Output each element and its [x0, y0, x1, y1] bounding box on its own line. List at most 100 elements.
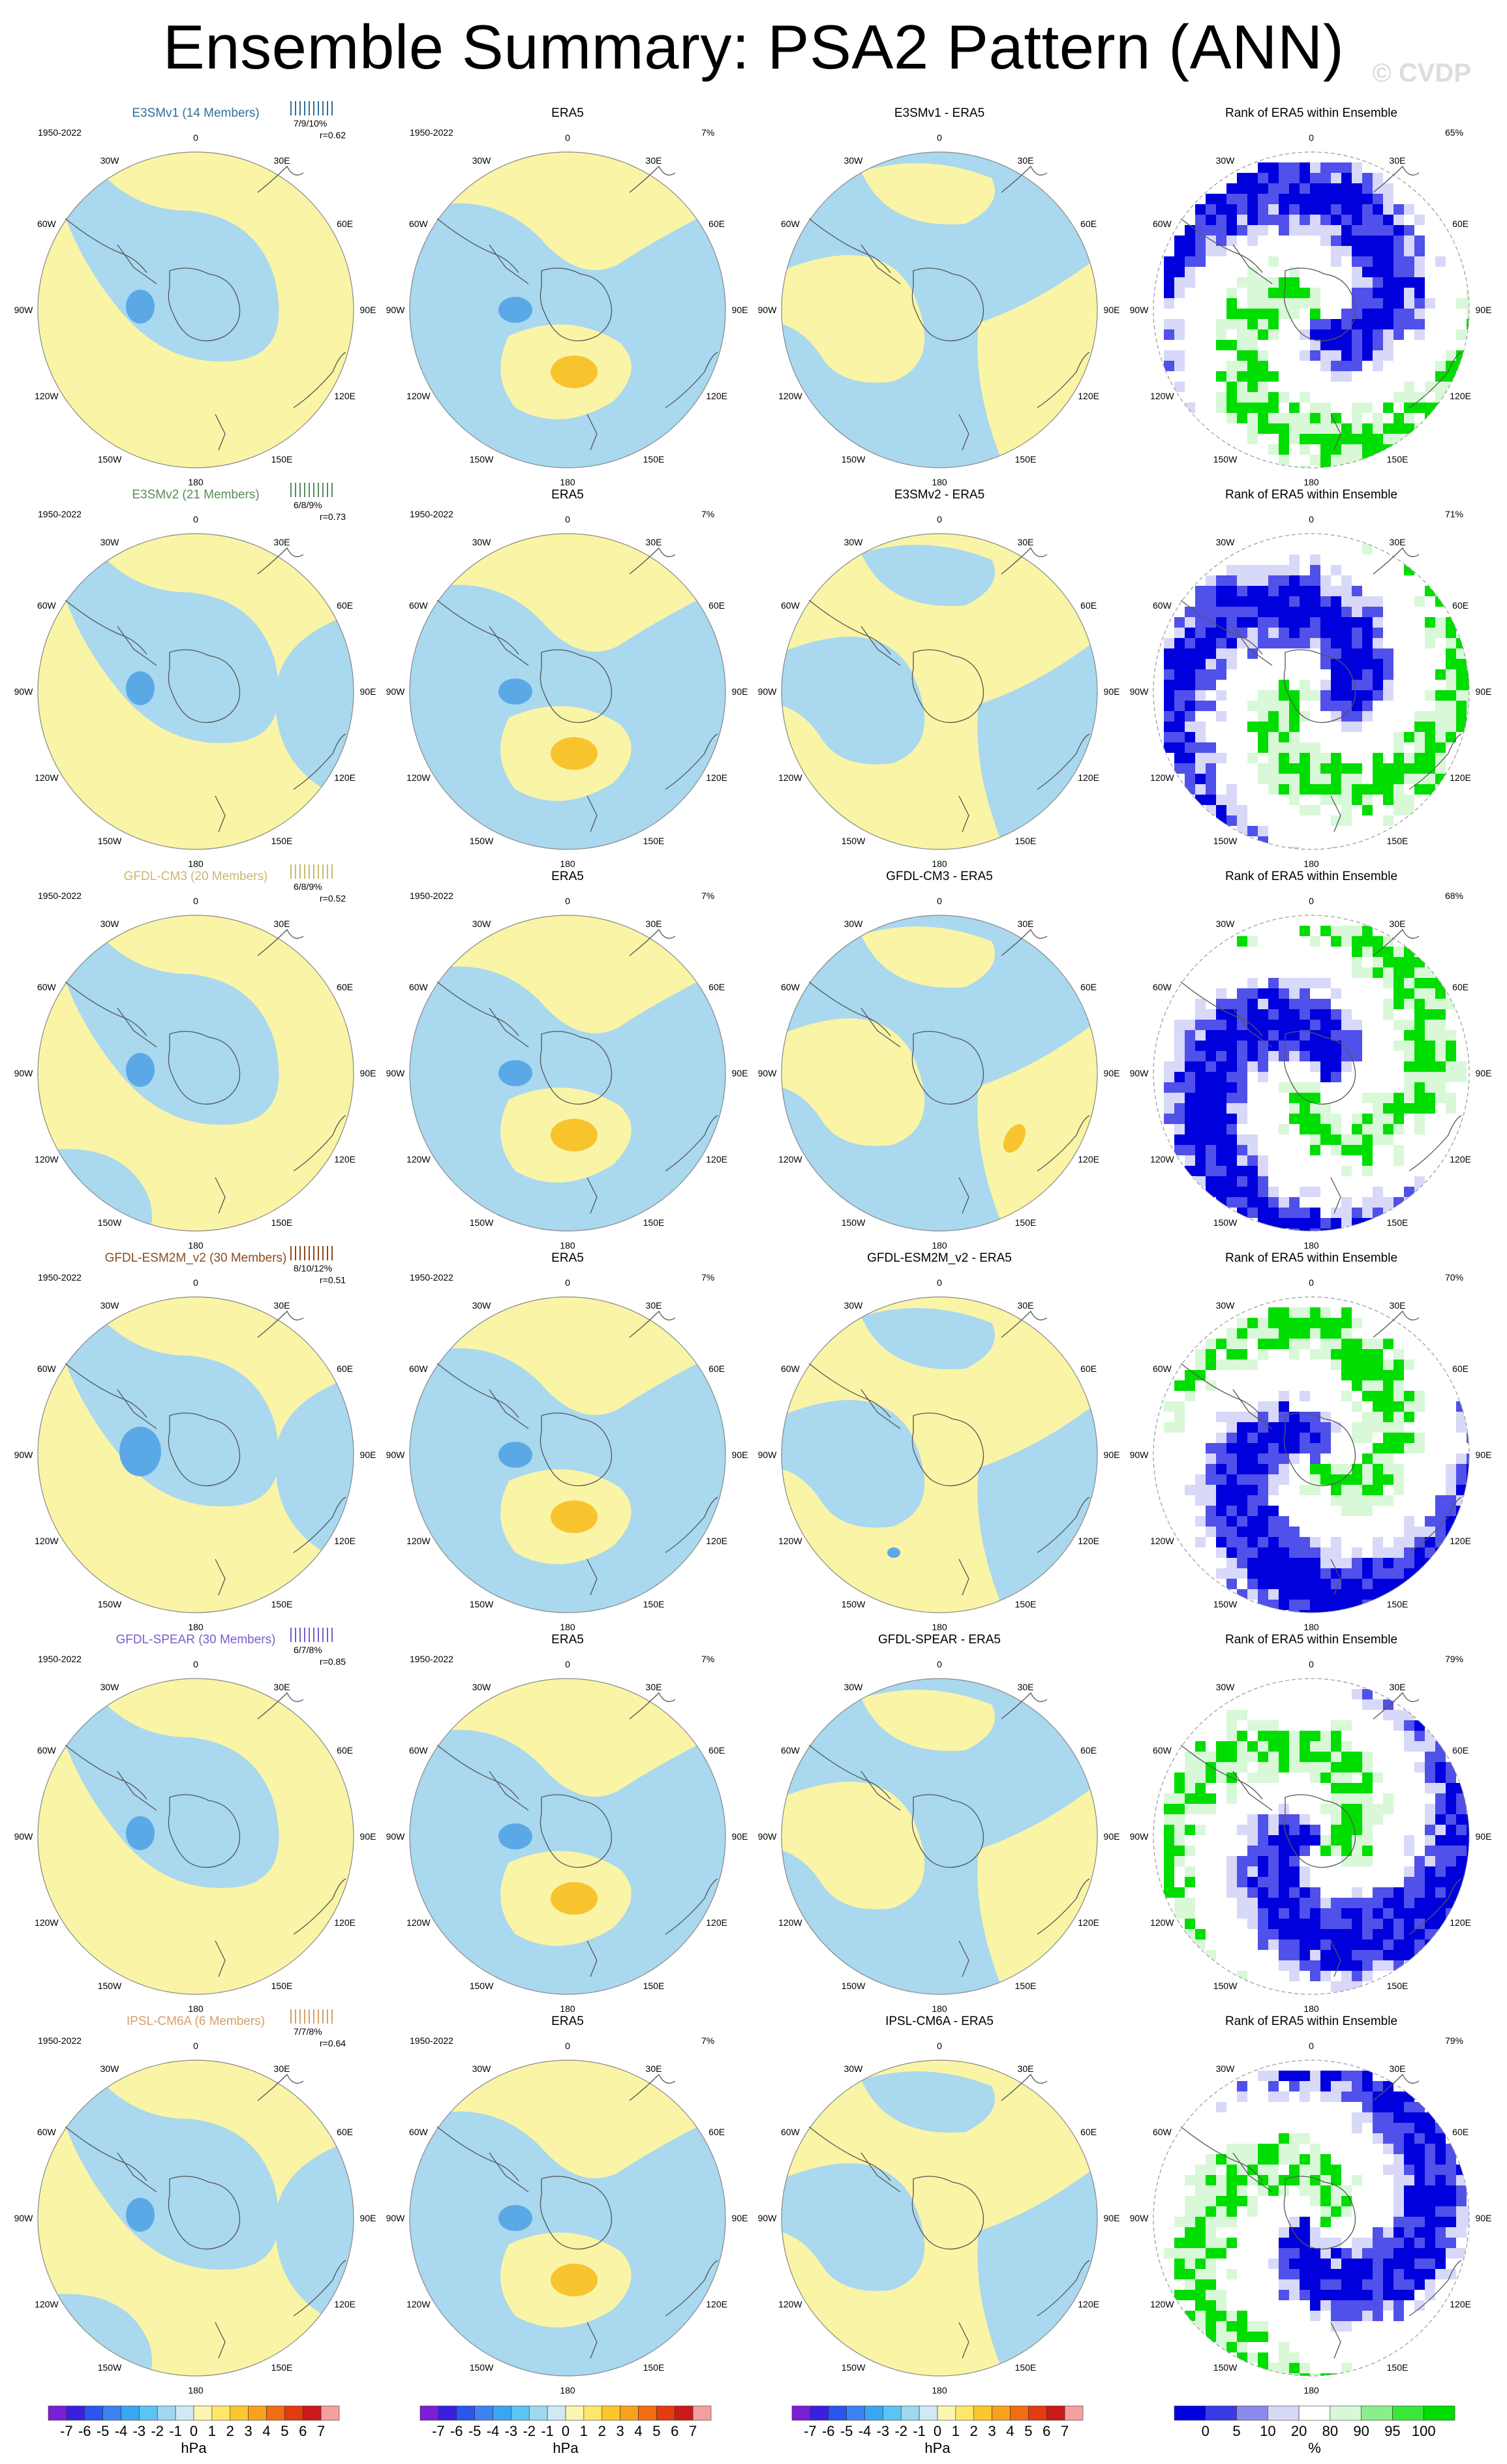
lon-label: 0	[193, 1277, 198, 1288]
lon-label: 90W	[386, 2213, 405, 2223]
lon-label: 120E	[1450, 2299, 1471, 2309]
lon-label: 60W	[408, 2127, 428, 2137]
rank-map	[1153, 915, 1470, 1232]
lon-label: 120E	[334, 1536, 356, 1546]
obs-pct-label: 7%	[701, 1654, 715, 1664]
lon-label: 90W	[1129, 1450, 1149, 1460]
colorbar-tick-label: 3	[616, 2423, 624, 2439]
period-label: 1950-2022	[38, 509, 82, 519]
lon-label: 60W	[1152, 982, 1172, 992]
difference-map	[781, 151, 1098, 468]
period-label: 1950-2022	[38, 127, 82, 138]
rank-title: Rank of ERA5 within Ensemble	[1225, 2015, 1398, 2028]
difference-title: IPSL-CM6A - ERA5	[885, 2015, 994, 2028]
colorbar-tick-label: 7	[689, 2423, 697, 2439]
lon-label: 150W	[841, 1598, 866, 1609]
lon-label: 120W	[778, 1154, 802, 1164]
lon-label: 30W	[100, 2063, 119, 2075]
lon-label: 150E	[643, 2362, 665, 2373]
corr-label: r=0.51	[320, 1275, 346, 1285]
lon-label: 30W	[1215, 537, 1235, 548]
corr-label: r=0.85	[320, 1656, 346, 1667]
lon-label: 90E	[359, 1450, 376, 1460]
colorbar-tick-label: -4	[858, 2423, 872, 2439]
lon-label: 180	[932, 1622, 947, 1632]
lon-label: 60E	[1080, 982, 1097, 992]
lon-label: 0	[565, 1277, 570, 1288]
lon-label: 150E	[643, 1598, 665, 1609]
obs-pct-label: 7%	[701, 127, 715, 138]
lon-label: 30E	[1017, 155, 1034, 166]
lon-label: 60W	[780, 982, 800, 992]
lon-label: 90W	[757, 1068, 777, 1078]
lon-label: 60W	[37, 1363, 56, 1374]
rank-pct-label: 65%	[1445, 127, 1464, 138]
lon-label: 120E	[706, 2299, 727, 2309]
lon-label: 60W	[408, 982, 428, 992]
colorbar-tick-label: -1	[169, 2423, 182, 2439]
colorbar-tick-label: 5	[281, 2423, 289, 2439]
model-title: GFDL-SPEAR (30 Members)	[115, 1633, 276, 1647]
lon-label: 120W	[35, 1917, 59, 1928]
lon-label: 60W	[1152, 600, 1172, 611]
model-title: E3SMv1 (14 Members)	[132, 106, 260, 120]
colorbar-tick-label: 6	[1043, 2423, 1051, 2439]
lon-label: 120E	[334, 1917, 356, 1928]
lon-label: 60E	[708, 1363, 725, 1374]
lon-label: 120E	[1450, 391, 1471, 401]
lon-label: 60W	[408, 1745, 428, 1756]
model-pattern-map	[37, 2060, 354, 2377]
lon-label: 90W	[757, 305, 777, 315]
lon-label: 150E	[271, 835, 293, 846]
pct-label: 6/8/9%	[294, 881, 322, 892]
lon-label: 30E	[1389, 919, 1406, 930]
rank-map	[1153, 1678, 1470, 1995]
lon-label: 60W	[780, 600, 800, 611]
lon-label: 150W	[469, 1598, 494, 1609]
lon-label: 120E	[1078, 2299, 1099, 2309]
lon-label: 90W	[14, 1068, 33, 1078]
difference-title: GFDL-SPEAR - ERA5	[878, 1633, 1001, 1647]
lon-label: 90E	[1103, 1450, 1120, 1460]
lon-label: 60W	[37, 600, 56, 611]
lon-label: 90E	[1103, 686, 1120, 697]
lon-label: 90W	[14, 686, 33, 697]
lon-label: 120E	[1078, 772, 1099, 783]
lon-label: 60W	[1152, 1745, 1172, 1756]
lon-label: 30E	[273, 919, 290, 930]
lon-label: 30W	[844, 155, 863, 166]
colorbar-tick-label: 0	[1201, 2423, 1210, 2439]
colorbar-tick-label: 1	[579, 2423, 588, 2439]
lon-label: 90E	[1475, 1450, 1492, 1460]
credit-watermark: © CVDP	[1372, 59, 1471, 87]
lon-label: 60E	[1452, 600, 1469, 611]
model-pattern-map	[37, 1678, 354, 1995]
obs-pct-label: 7%	[701, 509, 715, 519]
lon-label: 30E	[645, 919, 662, 930]
lon-label: 150E	[1386, 453, 1408, 464]
lon-label: 30W	[100, 1300, 119, 1311]
lon-label: 120W	[778, 391, 802, 401]
lon-label: 150E	[1014, 453, 1037, 464]
lon-label: 0	[565, 2041, 570, 2051]
lon-label: 30W	[1215, 2063, 1235, 2075]
obs-title: ERA5	[551, 1251, 584, 1265]
lon-label: 150E	[1014, 2362, 1037, 2373]
period-label: 1950-2022	[38, 1654, 82, 1664]
lon-label: 150E	[1386, 1217, 1408, 1228]
lon-label: 30W	[1215, 919, 1235, 930]
lon-label: 150E	[271, 1217, 293, 1228]
rank-pct-label: 68%	[1445, 890, 1464, 901]
lon-label: 90E	[359, 1068, 376, 1078]
model-title: GFDL-CM3 (20 Members)	[123, 870, 268, 883]
lon-label: 180	[560, 859, 575, 869]
period-label: 1950-2022	[410, 890, 453, 901]
colorbar-tick-label: 100	[1411, 2423, 1436, 2439]
era5-pattern-map	[409, 151, 726, 468]
era5-pattern-map	[409, 1678, 726, 1995]
lon-label: 30W	[472, 2063, 491, 2075]
difference-map	[781, 533, 1098, 850]
colorbar-tick-label: -1	[541, 2423, 554, 2439]
lon-label: 0	[1309, 2041, 1314, 2051]
colorbar-tick-label: 20	[1290, 2423, 1307, 2439]
